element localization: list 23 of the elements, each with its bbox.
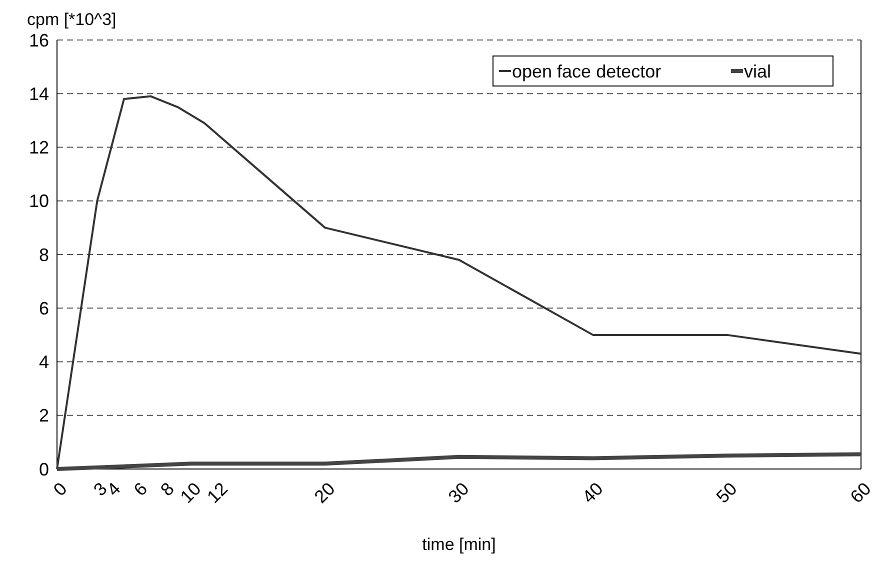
y-tick-label: 0: [38, 459, 49, 480]
y-tick-label: 10: [28, 191, 49, 212]
x-axis-title: time [min]: [422, 535, 496, 554]
x-tick-label: 30: [444, 478, 473, 507]
x-tick-label: 6: [130, 478, 152, 500]
y-tick-label: 14: [28, 84, 49, 104]
y-tick-label: 4: [38, 352, 49, 372]
y-tick-label: 12: [28, 138, 49, 158]
x-tick-label: 8: [156, 478, 178, 500]
y-tick-label: 8: [38, 244, 49, 265]
x-tick-label: 10: [176, 478, 205, 507]
x-tick-label: 40: [578, 478, 607, 507]
x-tick-label: 50: [712, 478, 741, 507]
y-axis-title: cpm [*10^3]: [27, 10, 116, 29]
x-tick-label: 12: [203, 478, 232, 507]
x-tick-label: 20: [310, 478, 339, 507]
legend-label: open face detector: [512, 61, 662, 82]
y-tick-label: 6: [38, 298, 49, 318]
y-tick-label: 16: [28, 30, 49, 50]
legend-label: vial: [744, 61, 772, 82]
x-tick-label: 3: [90, 478, 111, 500]
x-tick-label: 60: [846, 478, 875, 507]
y-tick-label: 2: [38, 406, 49, 426]
